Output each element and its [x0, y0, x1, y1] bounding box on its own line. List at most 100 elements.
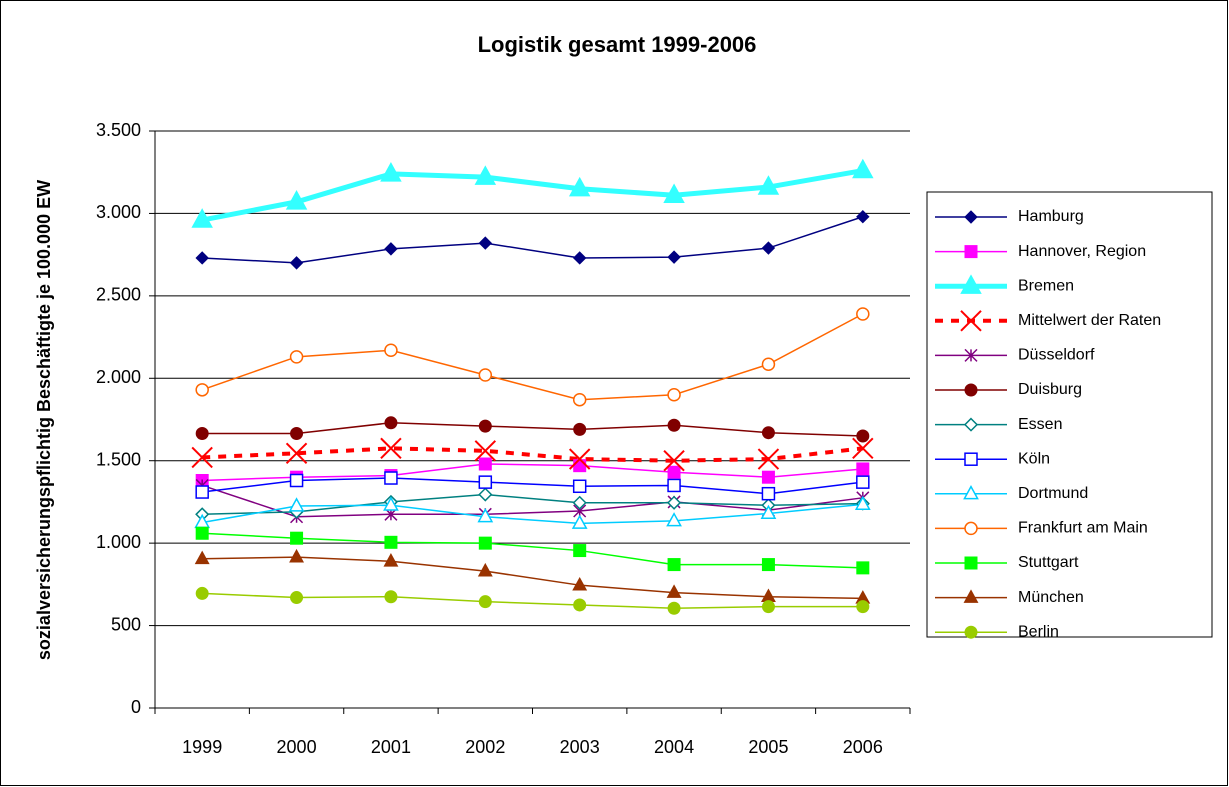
legend-label: Stuttgart: [1018, 554, 1079, 571]
y-tick-label: 3.500: [96, 120, 141, 140]
marker: [568, 448, 591, 470]
y-tick-label: 2.000: [96, 367, 141, 387]
marker: [384, 416, 398, 430]
marker: [761, 357, 776, 372]
marker: [383, 496, 399, 511]
marker: [384, 242, 398, 256]
marker: [288, 497, 305, 512]
marker: [478, 368, 493, 382]
marker: [568, 176, 591, 197]
marker: [572, 495, 587, 510]
marker: [572, 392, 587, 407]
marker: [964, 348, 978, 362]
y-tick-label: 2.500: [96, 285, 141, 305]
marker: [856, 462, 870, 476]
marker: [761, 426, 775, 440]
marker: [573, 459, 587, 473]
marker: [667, 250, 681, 264]
x-tick-label: 2000: [277, 737, 317, 757]
series-line: [202, 503, 863, 525]
marker: [195, 485, 209, 499]
y-tick-label: 1.000: [96, 532, 141, 552]
marker: [195, 427, 209, 441]
x-tick-label: 2001: [371, 737, 411, 757]
marker: [964, 210, 978, 224]
marker: [195, 251, 209, 265]
marker: [572, 251, 587, 265]
marker: [478, 536, 492, 550]
marker: [960, 274, 982, 294]
marker: [195, 586, 209, 600]
marker: [195, 526, 209, 540]
y-tick-label: 1.500: [96, 449, 141, 469]
marker: [290, 427, 304, 441]
x-tick-label: 2002: [465, 737, 505, 757]
legend-label: Berlin: [1018, 623, 1059, 640]
marker: [856, 561, 870, 575]
marker: [852, 158, 874, 179]
y-axis-title: sozialversicherungspflichtig Beschäftigt…: [34, 180, 54, 660]
marker: [667, 465, 681, 479]
legend-label: Mittelwert der Raten: [1018, 312, 1161, 329]
marker: [666, 512, 682, 527]
marker: [964, 383, 978, 397]
marker: [963, 485, 979, 500]
marker: [191, 208, 213, 228]
series-line: [202, 477, 863, 495]
marker: [663, 183, 685, 203]
marker: [760, 504, 777, 520]
marker: [666, 584, 682, 598]
marker: [477, 508, 494, 523]
marker: [195, 383, 209, 397]
marker: [474, 440, 497, 462]
marker: [856, 307, 870, 321]
marker: [573, 422, 587, 436]
legend-label: Düsseldorf: [1018, 347, 1095, 364]
series-line: [202, 463, 863, 482]
marker: [757, 448, 780, 470]
marker: [854, 495, 871, 510]
marker: [573, 544, 587, 558]
x-tick-label: 2006: [843, 737, 883, 757]
legend-label: Bremen: [1018, 277, 1074, 294]
series-line: [202, 422, 863, 437]
marker: [964, 556, 978, 570]
marker: [380, 437, 402, 460]
legend-label: Köln: [1018, 450, 1050, 467]
series-line: [202, 446, 864, 463]
marker: [963, 589, 979, 603]
marker: [667, 418, 681, 432]
marker: [761, 558, 775, 572]
marker: [856, 429, 870, 443]
marker: [478, 487, 493, 502]
marker: [571, 514, 588, 529]
marker: [289, 256, 304, 270]
series-line: [201, 313, 864, 401]
marker: [384, 535, 398, 549]
marker: [290, 591, 304, 605]
legend-label: München: [1018, 589, 1084, 606]
x-tick-label: 2003: [560, 737, 600, 757]
legend-label: Hamburg: [1018, 208, 1084, 225]
y-tick-label: 3.000: [96, 202, 141, 222]
marker: [963, 417, 979, 432]
marker: [289, 548, 305, 563]
marker: [964, 521, 978, 536]
marker: [757, 175, 780, 195]
marker: [380, 162, 402, 182]
marker: [667, 558, 681, 572]
marker: [289, 473, 304, 488]
marker: [761, 600, 775, 614]
marker: [964, 452, 978, 466]
marker: [856, 600, 870, 614]
marker: [384, 590, 398, 604]
marker: [194, 550, 210, 565]
marker: [964, 625, 978, 639]
marker: [478, 236, 493, 250]
marker: [572, 479, 587, 494]
marker: [474, 165, 497, 185]
marker: [667, 478, 681, 493]
marker: [761, 241, 776, 255]
legend-label: Duisburg: [1018, 381, 1082, 398]
